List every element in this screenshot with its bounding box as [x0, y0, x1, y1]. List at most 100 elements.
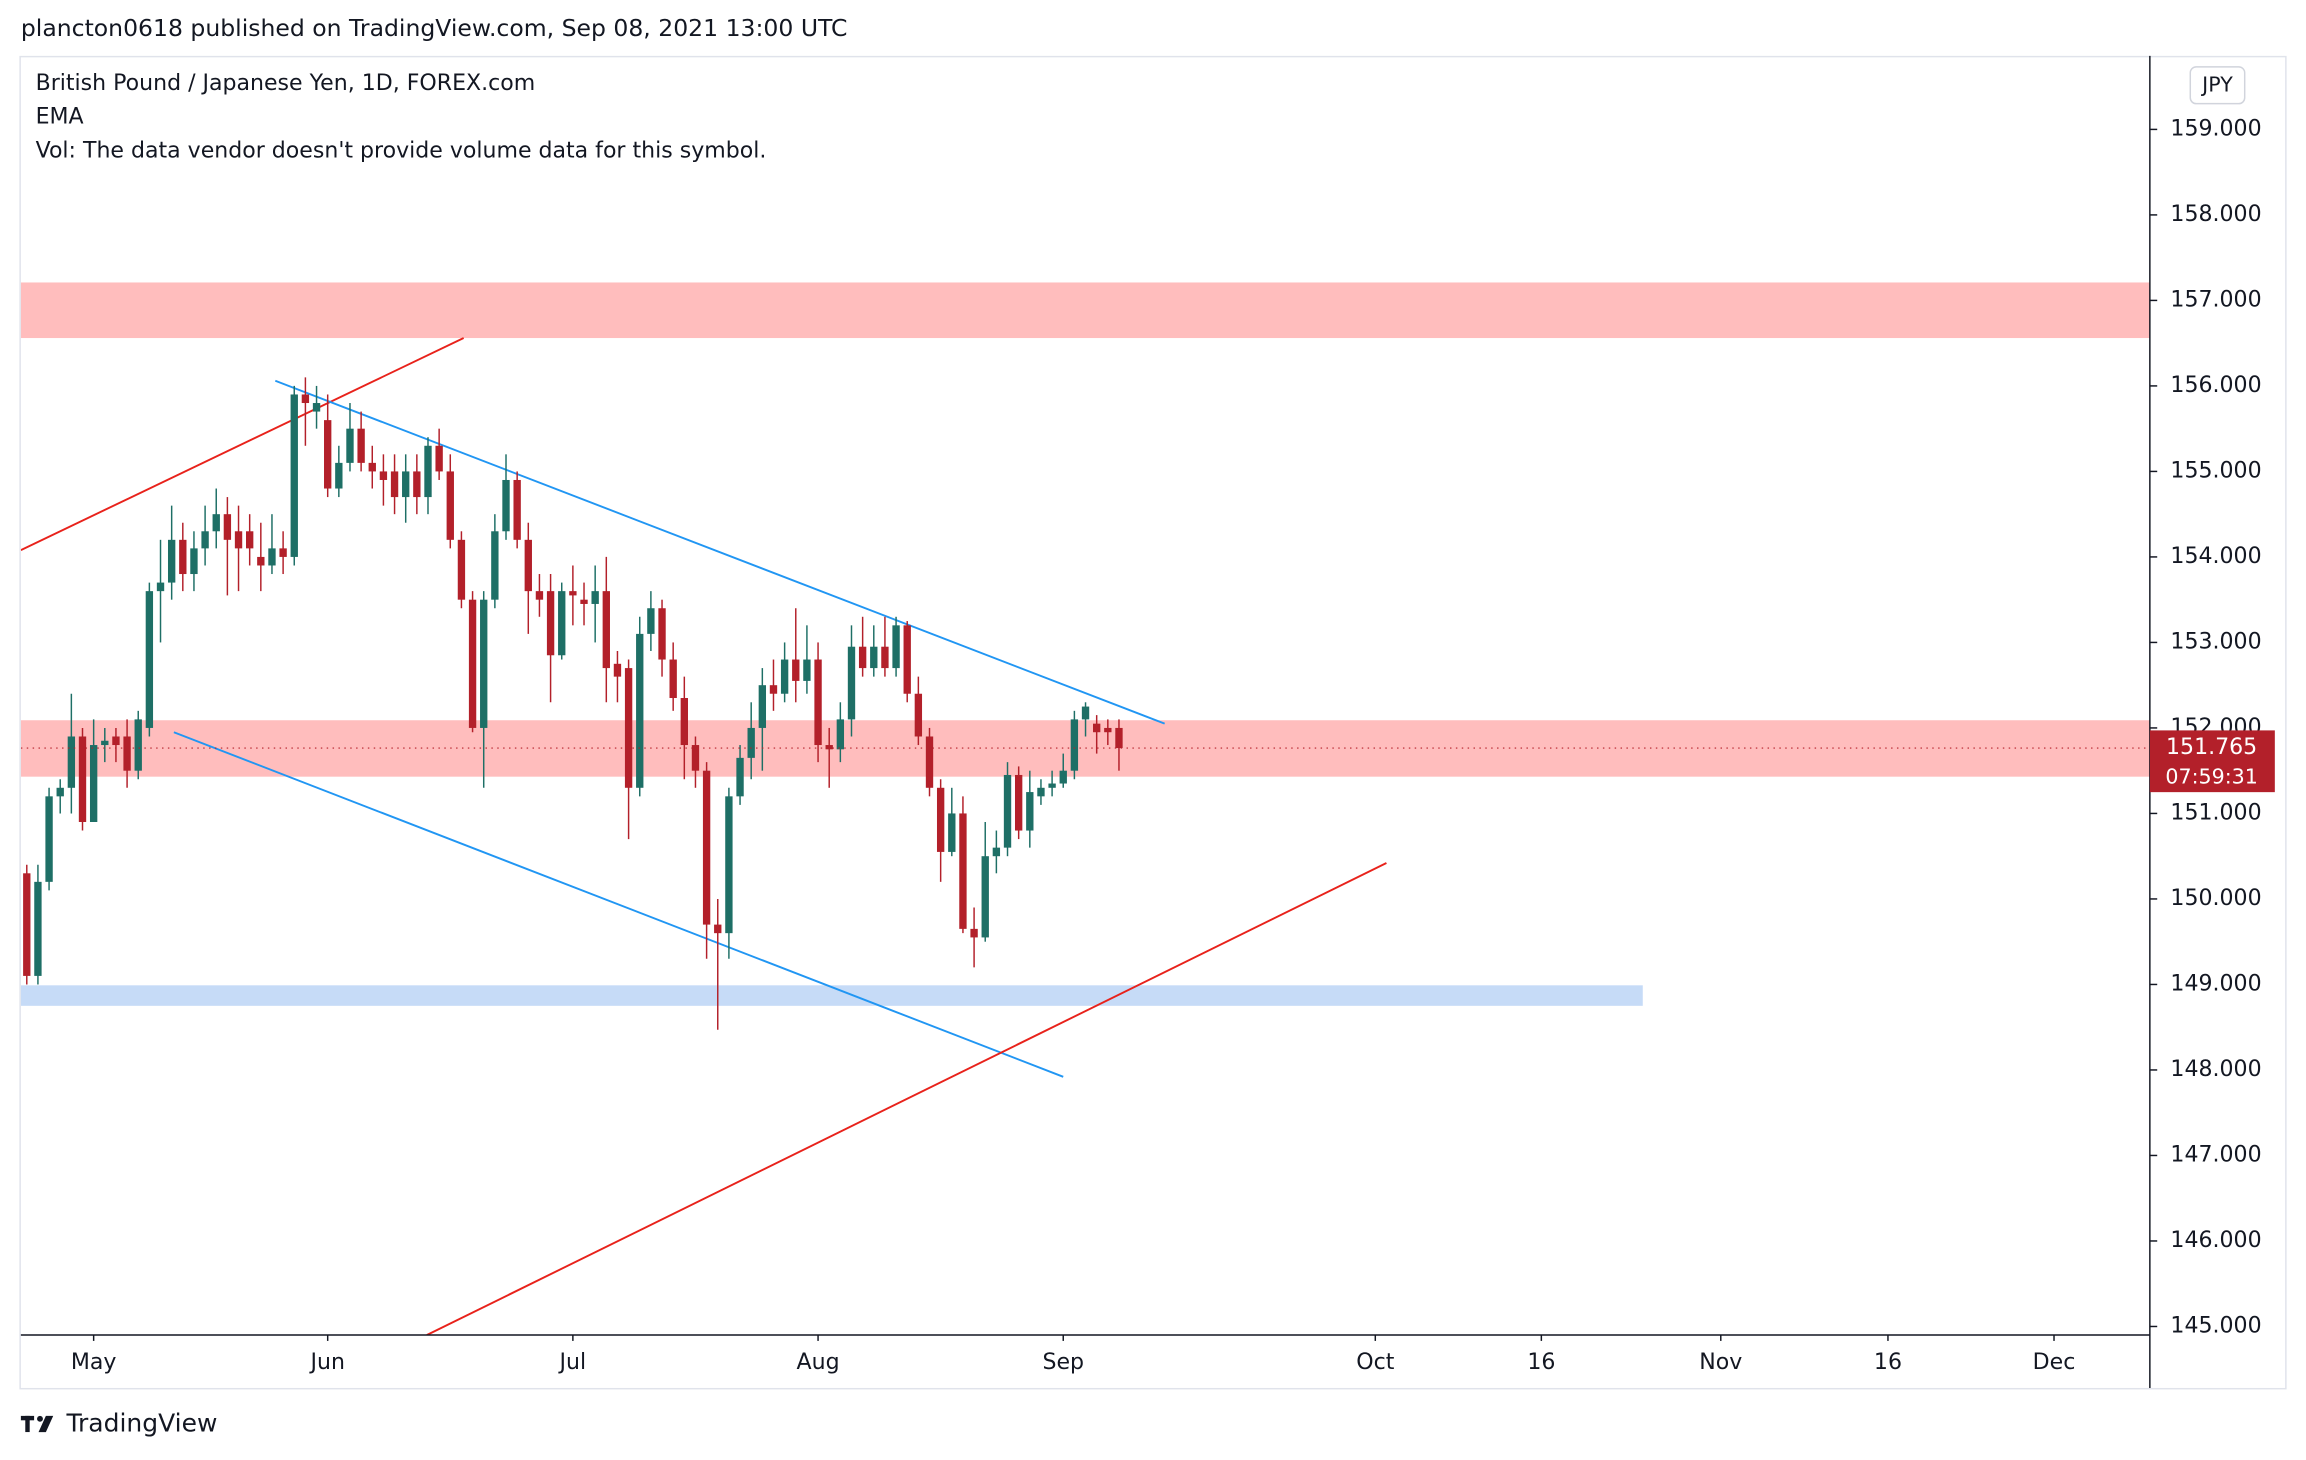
candle-body — [903, 625, 911, 694]
candle-body — [1070, 719, 1079, 771]
candle-body — [836, 719, 845, 750]
x-tick-label: 16 — [1527, 1350, 1555, 1375]
candle-body — [1026, 792, 1034, 831]
candle-body — [145, 591, 154, 728]
candle-body — [446, 471, 454, 540]
candle-body — [23, 873, 31, 976]
candle-body — [814, 659, 822, 746]
currency-button[interactable] — [2189, 66, 2246, 105]
candle-body — [546, 591, 555, 656]
candle-body — [892, 625, 900, 669]
candle-body — [279, 548, 287, 557]
candle-body — [702, 770, 711, 925]
candle-body — [312, 403, 321, 412]
currency-label[interactable]: JPY — [2200, 72, 2233, 96]
y-tick-label: 145.000 — [2170, 1313, 2261, 1338]
indicator-legend: EMA — [36, 105, 84, 130]
y-tick-label: 154.000 — [2170, 544, 2261, 569]
candle-body — [491, 531, 499, 600]
y-tick-label: 150.000 — [2170, 886, 2261, 911]
x-tick-label: May — [71, 1350, 117, 1375]
candle-body — [368, 462, 376, 472]
candle-body — [780, 659, 789, 694]
candle-body — [379, 471, 388, 480]
candle-body — [691, 745, 700, 771]
y-tick-label: 156.000 — [2170, 373, 2261, 398]
candle-body — [1093, 723, 1101, 733]
candle-body — [680, 698, 688, 746]
candle-body — [190, 548, 198, 575]
chart-title: British Pound / Japanese Yen, 1D, FOREX.… — [36, 71, 536, 96]
countdown: 07:59:31 — [2165, 764, 2257, 788]
candle-body — [268, 548, 276, 566]
candle-body — [636, 633, 644, 788]
candle-body — [881, 646, 889, 669]
candle-body — [201, 531, 209, 549]
candle-body — [658, 608, 666, 660]
candle-body — [870, 646, 878, 669]
y-tick-label: 147.000 — [2170, 1142, 2261, 1167]
candle-body — [424, 445, 432, 498]
last-price-box — [2149, 730, 2275, 793]
candle-body — [914, 693, 923, 737]
logo-mark — [38, 1415, 54, 1433]
candle-body — [457, 539, 466, 600]
candle-body — [669, 659, 677, 699]
y-tick-label: 149.000 — [2170, 971, 2261, 996]
candle-body — [1115, 727, 1123, 749]
y-tick-label: 159.000 — [2170, 116, 2261, 141]
candle-body — [34, 881, 42, 976]
logo-mark — [25, 1415, 30, 1433]
candle-body — [123, 736, 131, 771]
candle-body — [1003, 774, 1012, 848]
candle-body — [402, 471, 410, 498]
x-tick-label: Aug — [797, 1350, 840, 1375]
publisher-line: plancton0618 published on TradingView.co… — [21, 14, 848, 42]
candle-body — [936, 787, 945, 852]
candle-body — [524, 539, 532, 592]
last-price-label: 151.765 — [2166, 735, 2257, 760]
trendline — [426, 862, 1387, 1336]
candle-body — [1014, 774, 1023, 831]
candle-body — [346, 428, 354, 463]
candle-body — [558, 591, 566, 656]
y-tick-label: 153.000 — [2170, 629, 2261, 654]
zone — [20, 985, 1643, 1006]
candle-body — [179, 539, 187, 575]
candle-body — [480, 599, 488, 728]
candle-body — [112, 736, 120, 746]
candle-body — [1048, 783, 1056, 788]
candle-body — [858, 646, 867, 669]
candle-body — [56, 787, 64, 797]
candle-body — [1059, 770, 1067, 784]
candle-body — [357, 428, 365, 463]
candle-body — [45, 796, 53, 882]
candle-body — [736, 757, 744, 797]
candle-body — [992, 847, 1001, 857]
plot-area — [20, 282, 2150, 1336]
candle-body — [613, 663, 622, 677]
candle-body — [569, 591, 577, 596]
candle-body — [67, 736, 76, 788]
y-tick-label: 158.000 — [2170, 202, 2261, 227]
candle-body — [624, 668, 633, 788]
x-tick-label: Jul — [558, 1350, 587, 1375]
candle-body — [769, 685, 778, 694]
y-tick-label: 146.000 — [2170, 1228, 2261, 1253]
zone — [20, 282, 2150, 339]
candle-body — [413, 471, 421, 498]
candle-body — [78, 736, 87, 822]
candle-body — [234, 531, 243, 549]
candle-body — [803, 659, 811, 681]
candle-body — [970, 928, 978, 938]
candle-body — [981, 856, 989, 938]
y-tick-label: 151.000 — [2170, 800, 2261, 825]
candle-body — [502, 479, 510, 532]
candle-body — [747, 727, 755, 758]
candle-body — [223, 514, 232, 540]
candle-body — [647, 608, 655, 634]
candle-body — [89, 745, 98, 822]
candle-body — [792, 659, 800, 681]
candle-body — [925, 736, 934, 788]
